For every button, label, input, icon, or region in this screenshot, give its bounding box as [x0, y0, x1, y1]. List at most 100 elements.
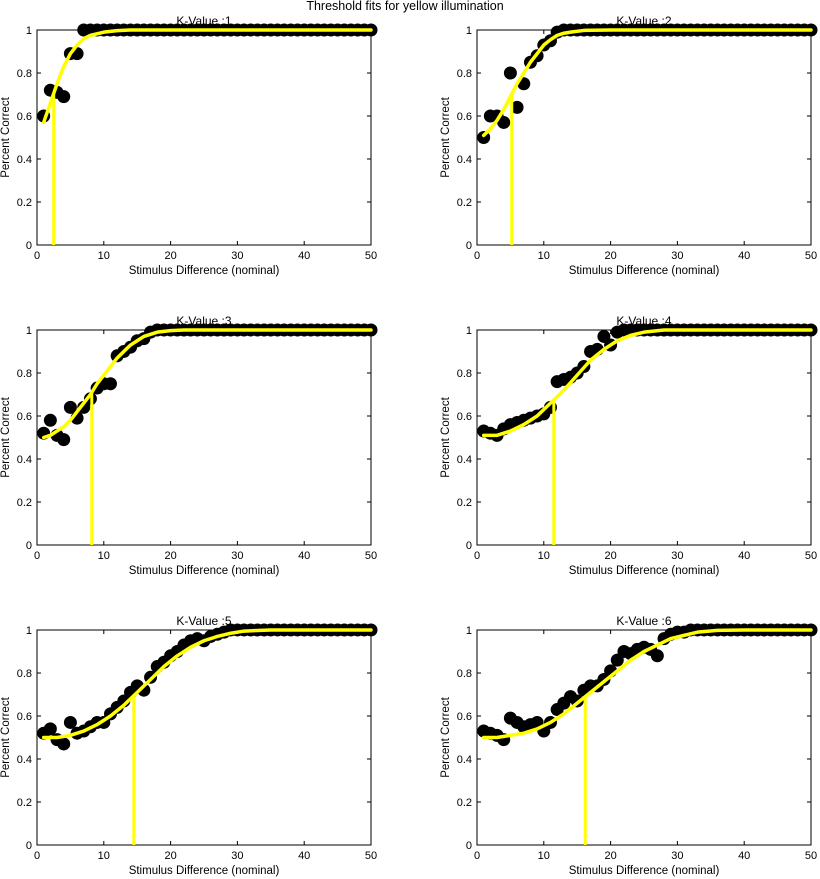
- x-tick-label: 50: [805, 850, 817, 862]
- y-tick-label: 0.6: [457, 711, 472, 723]
- y-tick-label: 0.6: [17, 111, 32, 123]
- y-tick-label: 0.2: [17, 197, 32, 209]
- y-tick-label: 0.4: [17, 154, 32, 166]
- x-tick-label: 0: [474, 550, 480, 562]
- x-tick-label: 10: [538, 550, 550, 562]
- fit-curve: [481, 328, 813, 438]
- y-tick-label: 1: [466, 25, 472, 37]
- x-tick-label: 0: [474, 250, 480, 262]
- y-tick-label: 0.2: [17, 497, 32, 509]
- x-tick-label: 20: [604, 850, 616, 862]
- y-tick-label: 0.4: [457, 454, 472, 466]
- x-tick-label: 30: [231, 250, 243, 262]
- data-point: [497, 115, 511, 129]
- data-point: [57, 737, 71, 751]
- x-tick-label: 40: [298, 850, 310, 862]
- y-tick-label: 0.2: [17, 797, 32, 809]
- y-tick-label: 0.4: [17, 454, 32, 466]
- x-tick-label: 30: [231, 850, 243, 862]
- x-tick-label: 50: [365, 850, 377, 862]
- fit-curve: [481, 28, 813, 138]
- y-axis-label: Percent Correct: [440, 96, 452, 177]
- x-tick-label: 50: [365, 250, 377, 262]
- x-tick-label: 30: [671, 250, 683, 262]
- x-tick-label: 0: [34, 550, 40, 562]
- x-tick-label: 20: [164, 550, 176, 562]
- y-tick-label: 1: [466, 625, 472, 637]
- data-point: [57, 433, 71, 447]
- subplot-k5: 0 10 20 30 40 50 0 0.2 0.4 0.6 0.8 1 K-Value :5 Stimu…: [0, 614, 378, 877]
- x-tick-label: 10: [98, 850, 110, 862]
- x-tick-label: 0: [34, 850, 40, 862]
- x-tick-label: 10: [98, 250, 110, 262]
- x-tick-label: 40: [738, 850, 750, 862]
- x-tick-label: 50: [365, 550, 377, 562]
- data-point: [103, 377, 117, 391]
- x-axis-label: Stimulus Difference (nominal): [569, 565, 720, 577]
- x-axis-label: Stimulus Difference (nominal): [569, 265, 720, 277]
- x-tick-label: 10: [538, 250, 550, 262]
- data-point: [650, 649, 664, 663]
- axes-box: [476, 629, 812, 846]
- y-axis-label: Percent Correct: [440, 396, 452, 477]
- y-tick-label: 0: [26, 540, 32, 552]
- x-tick-label: 20: [164, 850, 176, 862]
- y-tick-label: 0.8: [457, 368, 472, 380]
- x-tick-label: 40: [738, 250, 750, 262]
- x-tick-label: 40: [738, 550, 750, 562]
- x-tick-label: 0: [34, 250, 40, 262]
- y-tick-label: 1: [26, 625, 32, 637]
- x-tick-label: 40: [298, 250, 310, 262]
- data-point: [503, 66, 517, 80]
- fit-curve: [41, 328, 373, 440]
- x-axis-label: Stimulus Difference (nominal): [129, 565, 280, 577]
- fit-curve: [481, 628, 813, 740]
- x-tick-label: 20: [604, 550, 616, 562]
- x-tick-label: 0: [474, 850, 480, 862]
- y-tick-label: 0: [466, 540, 472, 552]
- y-tick-label: 0: [26, 240, 32, 252]
- figure-title: Threshold fits for yellow illumination: [306, 0, 503, 13]
- y-tick-label: 0: [26, 840, 32, 852]
- axes-box: [36, 629, 372, 846]
- y-tick-label: 0.8: [457, 68, 472, 80]
- y-tick-label: 0.6: [457, 411, 472, 423]
- fit-curve: [41, 628, 373, 740]
- x-tick-label: 50: [805, 250, 817, 262]
- subplot-title: K-Value :6: [616, 614, 671, 628]
- subplot-k6: 0 10 20 30 40 50 0 0.2 0.4 0.6 0.8 1 K-Value :6 Stimu…: [440, 614, 818, 877]
- y-tick-label: 0: [466, 240, 472, 252]
- x-tick-label: 50: [805, 550, 817, 562]
- x-tick-label: 30: [671, 850, 683, 862]
- data-point: [57, 90, 71, 104]
- x-tick-label: 10: [538, 850, 550, 862]
- y-tick-label: 0.8: [17, 68, 32, 80]
- y-tick-label: 0.2: [457, 797, 472, 809]
- y-tick-label: 0.6: [17, 411, 32, 423]
- x-tick-label: 30: [671, 550, 683, 562]
- subplot-title: K-Value :5: [176, 614, 231, 628]
- y-tick-label: 0.8: [17, 668, 32, 680]
- y-axis-label: Percent Correct: [0, 396, 12, 477]
- y-tick-label: 0.6: [17, 711, 32, 723]
- data-point: [63, 715, 77, 729]
- y-tick-label: 1: [26, 25, 32, 37]
- y-tick-label: 1: [26, 325, 32, 337]
- x-tick-label: 40: [298, 550, 310, 562]
- y-tick-label: 0.4: [457, 754, 472, 766]
- data-point: [43, 722, 57, 736]
- y-tick-label: 0.6: [457, 111, 472, 123]
- y-axis-label: Percent Correct: [0, 96, 12, 177]
- x-axis-label: Stimulus Difference (nominal): [569, 865, 720, 877]
- y-axis-label: Percent Correct: [440, 696, 452, 777]
- y-tick-label: 0.2: [457, 497, 472, 509]
- data-point: [43, 413, 57, 427]
- y-tick-label: 0.4: [17, 754, 32, 766]
- y-axis-label: Percent Correct: [0, 696, 12, 777]
- y-tick-label: 1: [466, 325, 472, 337]
- data-point: [63, 400, 77, 414]
- x-tick-label: 10: [98, 550, 110, 562]
